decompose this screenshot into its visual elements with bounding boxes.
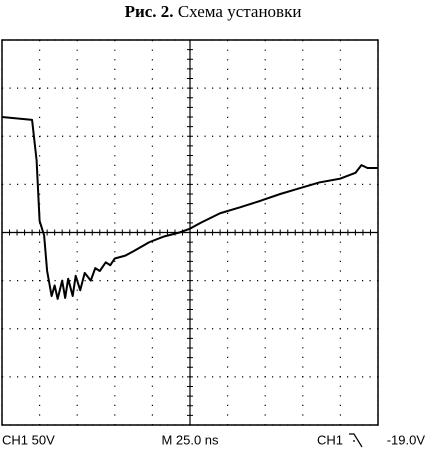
trigger-icon [349, 433, 363, 448]
title-text: Схема установки [178, 2, 302, 21]
trigger-source: CH1 [317, 432, 343, 447]
title-label: Рис. 2. [125, 2, 174, 21]
chart-title: Рис. 2. Схема установки [125, 2, 302, 21]
channel-label: CH1 50V [2, 432, 55, 447]
trace [1, 116, 378, 300]
timebase-label: M 25.0 ns [161, 432, 219, 447]
trigger-level: -19.0V [387, 432, 426, 447]
